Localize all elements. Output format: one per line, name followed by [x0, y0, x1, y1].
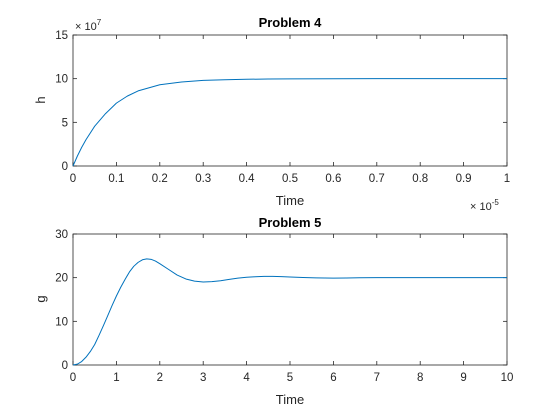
series-group — [72, 78, 507, 167]
x-tick-label: 1 — [504, 173, 510, 185]
y-tick-label: 5 — [62, 117, 68, 129]
x-tick-label: 0.1 — [108, 173, 124, 185]
x-tick-label: 0.8 — [412, 173, 428, 185]
x-tick-label: 0.9 — [456, 173, 472, 185]
x-tick-label: 0.6 — [325, 173, 341, 185]
x-tick-label: 0.4 — [239, 173, 256, 185]
plot-area — [72, 34, 508, 167]
x-axis-label: Time — [276, 193, 304, 208]
y-exponent-power: 7 — [97, 18, 102, 27]
x-tick-label: 8 — [417, 372, 423, 384]
y-axis-label: h — [33, 96, 48, 103]
series-group — [72, 258, 507, 366]
x-tick-label: 0.3 — [195, 173, 211, 185]
x-tick-label: 5 — [287, 372, 293, 384]
y-tick-label: 20 — [55, 273, 68, 285]
x-tick-label: 9 — [460, 372, 466, 384]
y-tick-label: 30 — [55, 229, 68, 241]
x-tick-label: 1 — [113, 372, 119, 384]
y-tick-label: 0 — [62, 360, 68, 372]
y-tick-label: 15 — [55, 30, 68, 42]
y-exponent-base: × 10 — [75, 21, 97, 33]
x-tick-label: 0 — [70, 372, 76, 384]
y-axis-label: g — [33, 295, 48, 302]
subplot-problem-5: Problem 5 0 1 2 3 4 5 6 7 8 9 10 0 10 20 30 Time g — [33, 215, 513, 407]
series-line-g — [72, 258, 507, 366]
y-axis: 0 10 20 30 — [55, 229, 507, 372]
x-tick-label: 0 — [70, 173, 76, 185]
x-tick-label: 2 — [157, 372, 163, 384]
subplot-problem-4: Problem 4 0 0.1 0.2 0.3 0.4 0.5 0.6 0.7 0.8 0.9 1 … — [33, 15, 510, 213]
x-tick-label: 0.5 — [282, 173, 298, 185]
x-tick-label: 6 — [330, 372, 336, 384]
y-axis: 0 5 10 15 — [55, 30, 507, 173]
x-tick-label: 0.2 — [152, 173, 168, 185]
x-exponent-label: × 10-5 — [470, 198, 499, 213]
x-tick-label: 7 — [374, 372, 380, 384]
x-axis: 0 1 2 3 4 5 6 7 8 9 10 — [70, 234, 514, 384]
x-axis-label: Time — [276, 392, 304, 407]
x-exponent-base: × 10 — [470, 201, 492, 213]
x-exponent-power: -5 — [492, 198, 500, 207]
chart-title: Problem 5 — [259, 215, 322, 230]
y-tick-label: 10 — [55, 316, 68, 328]
y-tick-label: 0 — [62, 161, 68, 173]
series-line-h — [72, 78, 507, 167]
y-tick-label: 10 — [55, 74, 68, 86]
plot-area — [72, 233, 508, 366]
chart-title: Problem 4 — [259, 15, 323, 30]
x-axis: 0 0.1 0.2 0.3 0.4 0.5 0.6 0.7 0.8 0.9 1 — [70, 35, 510, 185]
x-tick-label: 10 — [501, 372, 514, 384]
y-exponent-label: × 107 — [75, 18, 102, 33]
x-tick-label: 4 — [243, 372, 250, 384]
x-tick-label: 3 — [200, 372, 206, 384]
x-tick-label: 0.7 — [369, 173, 385, 185]
